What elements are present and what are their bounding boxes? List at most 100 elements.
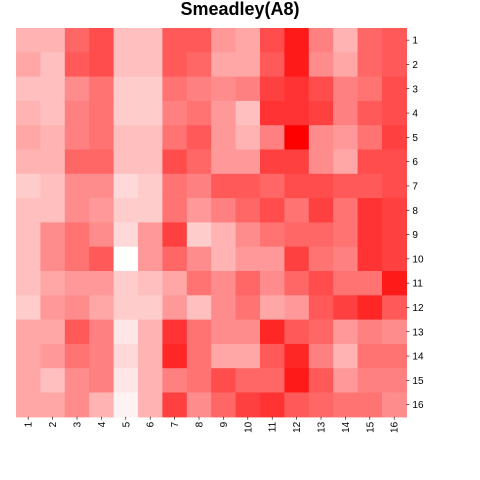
heatmap-cell-r1-c16: [382, 28, 407, 53]
heatmap-cell-r7-c9: [211, 173, 237, 199]
heatmap-cell-r9-c13: [308, 222, 334, 248]
heatmap-cell-r15-c2: [40, 368, 66, 394]
heatmap-cell-r5-c11: [260, 125, 285, 151]
heatmap-cell-r2-c4: [89, 52, 115, 78]
x-tick-label-5: 5: [121, 421, 132, 427]
heatmap-cell-r6-c16: [382, 149, 407, 175]
heatmap-cell-r1-c3: [64, 28, 90, 53]
heatmap-cell-r14-c9: [211, 343, 237, 369]
heatmap-cell-r8-c12: [284, 198, 310, 223]
heatmap-cell-r15-c6: [138, 368, 163, 394]
heatmap-cell-r10-c4: [89, 246, 115, 272]
heatmap-cell-r12-c6: [138, 295, 163, 321]
heatmap-cell-r14-c16: [382, 343, 407, 369]
heatmap-cell-r11-c8: [186, 271, 212, 296]
heatmap-cell-r12-c5: [113, 295, 139, 321]
heatmap-cell-r8-c5: [113, 198, 139, 223]
heatmap-cell-r6-c9: [211, 149, 237, 175]
heatmap-cell-r10-c15: [357, 246, 383, 272]
heatmap-cell-r11-c7: [162, 271, 188, 296]
heatmap-cell-r14-c14: [333, 343, 359, 369]
heatmap-cell-r10-c13: [308, 246, 334, 272]
heatmap-cell-r3-c7: [162, 76, 188, 102]
heatmap-cell-r7-c4: [89, 173, 115, 199]
x-tick-label-10: 10: [243, 421, 254, 433]
y-tick-label-16: 16: [412, 400, 424, 411]
heatmap-cell-r16-c10: [235, 392, 261, 418]
y-tick-label-13: 13: [412, 327, 424, 338]
x-axis-ticks: 1 2 3 4 5 6 7 8 9 10 11 12 13 14 15 16: [24, 416, 401, 433]
heatmap-cell-r11-c16: [382, 271, 407, 296]
heatmap-cell-r12-c16: [382, 295, 407, 321]
heatmap-cell-r12-c10: [235, 295, 261, 321]
heatmap-cell-r6-c15: [357, 149, 383, 175]
heatmap-cell-r14-c15: [357, 343, 383, 369]
heatmap-cell-r13-c2: [40, 319, 66, 345]
heatmap-cell-r4-c10: [235, 100, 261, 126]
heatmap-cell-r7-c11: [260, 173, 285, 199]
heatmap-cell-r11-c5: [113, 271, 139, 296]
heatmap-cell-r9-c15: [357, 222, 383, 248]
heatmap-cells: [16, 28, 407, 418]
heatmap-cell-r15-c3: [64, 368, 90, 394]
heatmap-cell-r13-c9: [211, 319, 237, 345]
heatmap-cell-r4-c13: [308, 100, 334, 126]
heatmap-cell-r12-c4: [89, 295, 115, 321]
heatmap-cell-r1-c1: [16, 28, 41, 53]
heatmap-cell-r9-c14: [333, 222, 359, 248]
heatmap-cell-r13-c14: [333, 319, 359, 345]
heatmap-cell-r9-c1: [16, 222, 41, 248]
heatmap-cell-r1-c5: [113, 28, 139, 53]
heatmap-cell-r2-c13: [308, 52, 334, 78]
heatmap-cell-r13-c7: [162, 319, 188, 345]
heatmap-cell-r9-c12: [284, 222, 310, 248]
heatmap-cell-r10-c2: [40, 246, 66, 272]
heatmap-cell-r11-c9: [211, 271, 237, 296]
heatmap-cell-r12-c11: [260, 295, 285, 321]
heatmap-cell-r10-c5: [113, 246, 139, 272]
heatmap-cell-r14-c11: [260, 343, 285, 369]
heatmap-cell-r3-c12: [284, 76, 310, 102]
heatmap-cell-r7-c2: [40, 173, 66, 199]
heatmap-cell-r5-c16: [382, 125, 407, 151]
heatmap-cell-r6-c6: [138, 149, 163, 175]
heatmap-cell-r3-c13: [308, 76, 334, 102]
heatmap-cell-r10-c14: [333, 246, 359, 272]
heatmap-cell-r16-c4: [89, 392, 115, 418]
heatmap-cell-r8-c9: [211, 198, 237, 223]
heatmap-cell-r8-c8: [186, 198, 212, 223]
heatmap-cell-r14-c12: [284, 343, 310, 369]
heatmap-cell-r15-c7: [162, 368, 188, 394]
heatmap-cell-r7-c12: [284, 173, 310, 199]
heatmap-cell-r9-c8: [186, 222, 212, 248]
heatmap-cell-r8-c13: [308, 198, 334, 223]
heatmap-cell-r1-c6: [138, 28, 163, 53]
heatmap-cell-r7-c1: [16, 173, 41, 199]
heatmap-cell-r14-c4: [89, 343, 115, 369]
heatmap-cell-r1-c11: [260, 28, 285, 53]
heatmap-cell-r1-c15: [357, 28, 383, 53]
heatmap-cell-r7-c5: [113, 173, 139, 199]
heatmap-cell-r10-c1: [16, 246, 41, 272]
heatmap-cell-r14-c10: [235, 343, 261, 369]
heatmap-cell-r13-c12: [284, 319, 310, 345]
heatmap-cell-r2-c15: [357, 52, 383, 78]
heatmap-cell-r16-c13: [308, 392, 334, 418]
heatmap-cell-r11-c3: [64, 271, 90, 296]
heatmap-cell-r6-c13: [308, 149, 334, 175]
heatmap-cell-r1-c4: [89, 28, 115, 53]
heatmap-cell-r5-c1: [16, 125, 41, 151]
heatmap-cell-r1-c7: [162, 28, 188, 53]
heatmap-cell-r12-c13: [308, 295, 334, 321]
heatmap-cell-r16-c16: [382, 392, 407, 418]
heatmap-cell-r2-c16: [382, 52, 407, 78]
y-tick-label-14: 14: [412, 352, 424, 363]
heatmap-cell-r7-c3: [64, 173, 90, 199]
heatmap-cell-r4-c11: [260, 100, 285, 126]
heatmap-cell-r5-c2: [40, 125, 66, 151]
heatmap-cell-r4-c8: [186, 100, 212, 126]
heatmap-cell-r15-c10: [235, 368, 261, 394]
heatmap-cell-r3-c16: [382, 76, 407, 102]
heatmap-cell-r11-c11: [260, 271, 285, 296]
